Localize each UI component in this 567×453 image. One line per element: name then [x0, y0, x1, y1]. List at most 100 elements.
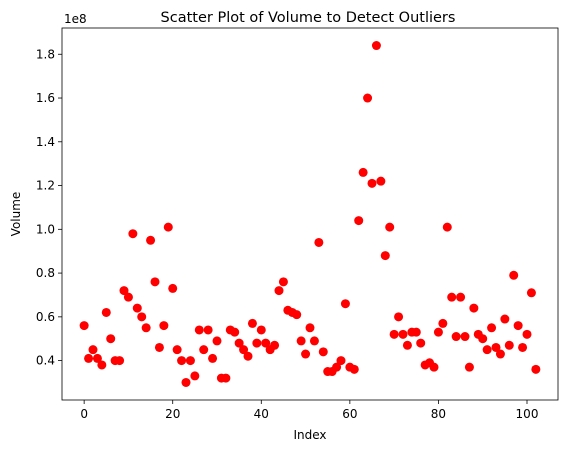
data-point — [159, 321, 169, 331]
data-point — [398, 329, 408, 339]
data-point — [79, 321, 89, 331]
x-tick-label: 20 — [165, 407, 180, 421]
data-point — [349, 364, 359, 374]
y-axis: 0.4 0.6 0.8 1.0 1.2 1.4 1.6 1.8 — [36, 47, 62, 368]
data-point — [97, 360, 107, 370]
data-point — [221, 373, 231, 383]
data-point — [531, 364, 541, 374]
data-point — [367, 178, 377, 188]
data-point — [278, 277, 288, 287]
data-point — [292, 310, 302, 320]
data-point — [163, 222, 173, 232]
data-point — [119, 286, 129, 296]
data-point — [429, 362, 439, 372]
data-point — [376, 176, 386, 186]
points-layer — [79, 41, 541, 387]
chart-title: Scatter Plot of Volume to Detect Outlier… — [161, 10, 456, 26]
data-point — [456, 292, 466, 302]
data-point — [256, 325, 266, 335]
data-point — [416, 338, 426, 348]
data-point — [478, 334, 488, 344]
data-point — [513, 321, 523, 331]
data-point — [243, 351, 253, 361]
data-point — [123, 292, 133, 302]
y-tick-label: 1.4 — [36, 135, 55, 149]
data-point — [380, 251, 390, 261]
data-point — [234, 338, 244, 348]
data-point — [92, 353, 102, 363]
y-axis-label: Volume — [9, 192, 23, 237]
data-point — [385, 222, 395, 232]
data-point — [172, 345, 182, 355]
data-point — [185, 356, 195, 366]
x-axis: 0 20 40 60 80 100 — [80, 400, 538, 421]
data-point — [491, 342, 501, 352]
data-point — [301, 349, 311, 359]
y-tick-label: 0.6 — [36, 310, 55, 324]
data-point — [438, 318, 448, 328]
x-tick-label: 80 — [431, 407, 446, 421]
data-point — [504, 340, 514, 350]
data-point — [411, 327, 421, 337]
data-point — [509, 270, 519, 280]
data-point — [141, 323, 151, 333]
data-point — [495, 349, 505, 359]
x-axis-label: Index — [293, 428, 326, 442]
data-point — [168, 283, 178, 293]
data-point — [309, 336, 319, 346]
data-point — [230, 327, 240, 337]
data-point — [447, 292, 457, 302]
data-point — [247, 318, 257, 328]
data-point — [469, 303, 479, 313]
data-point — [203, 325, 213, 335]
data-point — [137, 312, 147, 322]
data-point — [190, 371, 200, 381]
data-point — [208, 353, 218, 363]
data-point — [252, 338, 262, 348]
data-point — [115, 356, 125, 366]
data-point — [181, 377, 191, 387]
y-offset-label: 1e8 — [64, 12, 87, 26]
data-point — [340, 299, 350, 309]
x-tick-label: 100 — [516, 407, 539, 421]
x-tick-label: 40 — [254, 407, 269, 421]
data-point — [88, 345, 98, 355]
data-point — [274, 286, 284, 296]
data-point — [460, 332, 470, 342]
x-tick-label: 0 — [80, 407, 88, 421]
data-point — [101, 307, 111, 317]
y-tick-label: 1.2 — [36, 179, 55, 193]
y-tick-label: 0.8 — [36, 266, 55, 280]
data-point — [500, 314, 510, 324]
data-point — [261, 338, 271, 348]
data-point — [239, 345, 249, 355]
data-point — [318, 347, 328, 357]
data-point — [212, 336, 222, 346]
plot-frame — [61, 27, 559, 401]
data-point — [336, 356, 346, 366]
data-point — [128, 229, 138, 239]
data-point — [433, 327, 443, 337]
data-point — [482, 345, 492, 355]
data-point — [402, 340, 412, 350]
data-point — [194, 325, 204, 335]
data-point — [526, 288, 536, 298]
data-point — [177, 356, 187, 366]
data-point — [84, 353, 94, 363]
data-point — [150, 277, 160, 287]
data-point — [305, 323, 315, 333]
data-point — [154, 342, 164, 352]
data-point — [296, 336, 306, 346]
y-tick-label: 1.8 — [36, 47, 55, 61]
data-point — [146, 235, 156, 245]
data-point — [106, 334, 116, 344]
data-point — [354, 216, 364, 226]
data-point — [518, 342, 528, 352]
data-point — [371, 41, 381, 51]
y-tick-label: 1.6 — [36, 91, 55, 105]
data-point — [332, 362, 342, 372]
data-point — [487, 323, 497, 333]
data-point — [389, 329, 399, 339]
data-point — [394, 312, 404, 322]
